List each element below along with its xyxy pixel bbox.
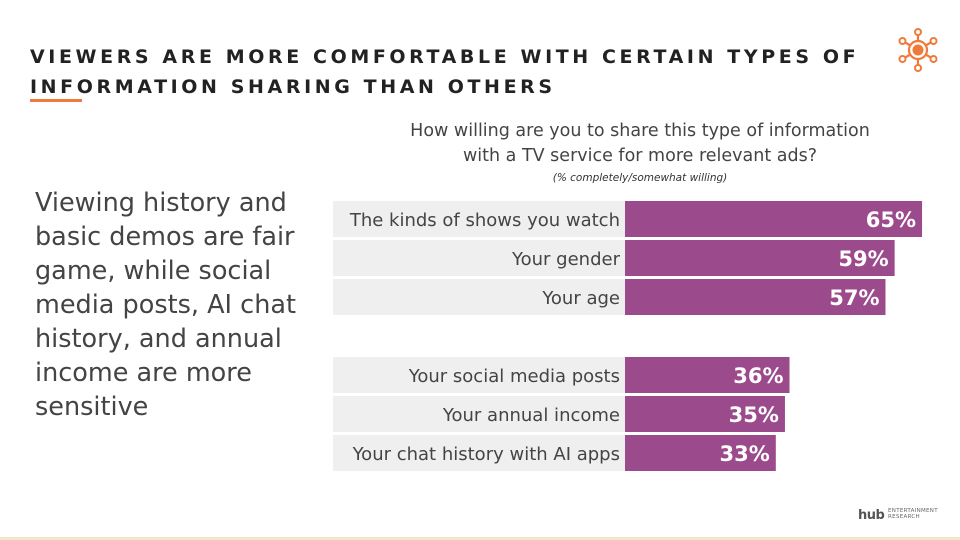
bar (625, 435, 776, 471)
data-label: 57% (829, 286, 879, 310)
row-background (333, 357, 625, 393)
bar (625, 279, 886, 315)
footer-sub-line-2: RESEARCH (888, 514, 920, 520)
data-label: 33% (720, 442, 770, 466)
row-background (333, 240, 625, 276)
chart-question: How willing are you to share this type o… (340, 119, 940, 169)
bar (625, 396, 785, 432)
summary-text: Viewing history and basic demos are fair… (35, 188, 296, 422)
bottom-rule (0, 537, 960, 540)
row-background (333, 435, 625, 471)
row-background (333, 201, 625, 237)
bar (625, 240, 895, 276)
category-label: Your annual income (442, 405, 620, 426)
title-underline (30, 99, 82, 102)
footer-brand-sub: ENTERTAINMENT RESEARCH (888, 508, 938, 520)
row-background (333, 279, 625, 315)
category-label: Your gender (511, 249, 621, 270)
footer-sub-line-1: ENTERTAINMENT (888, 508, 938, 514)
page-title: VIEWERS ARE MORE COMFORTABLE WITH CERTAI… (30, 46, 860, 98)
data-label: 59% (838, 247, 888, 271)
bar (625, 201, 923, 237)
data-label: 36% (733, 364, 783, 388)
sun-network-icon (898, 28, 938, 72)
category-label: Your chat history with AI apps (352, 444, 620, 465)
question-line-1: How willing are you to share this type o… (410, 121, 870, 141)
footer-brand: hub (858, 508, 885, 523)
question-line-2: with a TV service for more relevant ads? (462, 146, 817, 166)
chart-note: (% completely/somewhat willing) (552, 172, 728, 184)
bar (625, 357, 790, 393)
data-label: 35% (729, 403, 779, 427)
category-label: Your age (541, 288, 620, 309)
category-label: Your social media posts (408, 366, 620, 387)
category-label: The kinds of shows you watch (349, 210, 620, 231)
row-background (333, 396, 625, 432)
data-label: 65% (866, 208, 916, 232)
